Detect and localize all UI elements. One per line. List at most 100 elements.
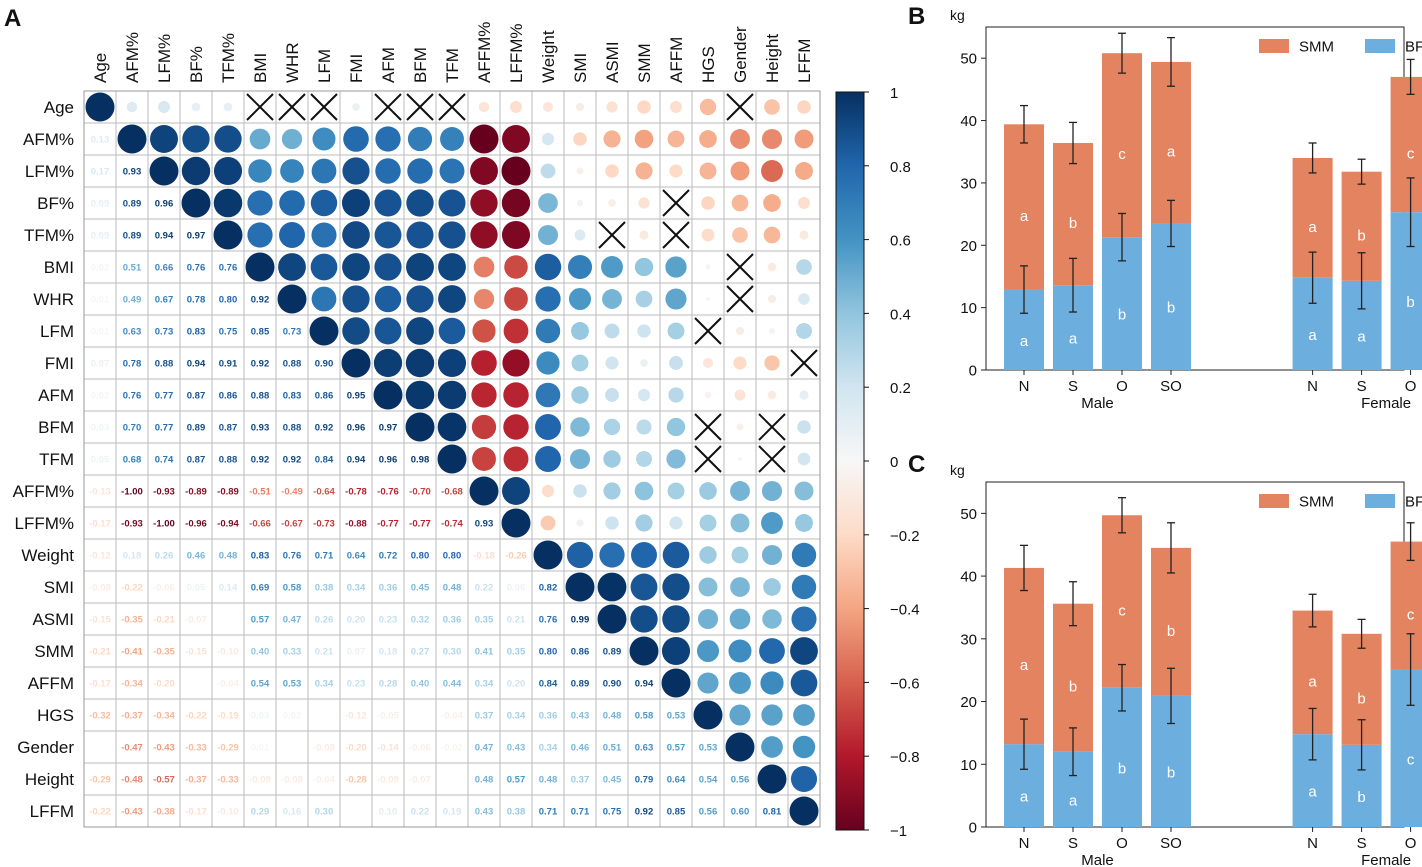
correlation-label: 0.03 [251,711,270,722]
x-tick-label: N [1019,835,1030,852]
correlation-label: -0.94 [217,519,239,530]
matrix-cell [243,730,277,764]
correlation-circle [469,476,499,506]
matrix-cell [243,634,277,668]
correlation-label: 0.03 [91,423,110,434]
correlation-circle [795,162,813,180]
correlation-label: 0.23 [379,615,398,626]
correlation-circle [697,672,719,694]
correlation-label: 0.63 [123,327,142,338]
legend-label-bfm: BFM [1405,39,1422,56]
matrix-cell [211,378,245,412]
correlation-circle [437,348,467,378]
correlation-circle [601,256,623,278]
bar-smm [1390,541,1422,670]
matrix-cell [243,474,277,508]
column-label: Age [91,53,110,83]
correlation-circle [438,189,466,217]
correlation-label: 0.78 [123,359,142,370]
correlation-label: 0.02 [91,391,110,402]
correlation-label: 0.07 [347,647,366,658]
colorbar-tick-label: 0.2 [890,380,911,397]
correlation-circle [763,578,781,596]
correlation-circle [182,125,210,153]
matrix-cell [147,698,181,732]
correlation-label: 0.98 [411,455,430,466]
smm-letter: c [1407,146,1415,163]
row-label: SMM [34,642,74,661]
column-label: WHR [283,42,302,83]
matrix-cell [115,154,149,188]
correlation-circle [699,98,717,116]
correlation-circle [761,704,783,726]
x-tick-label: O [1116,378,1128,395]
x-tick-label: N [1019,378,1030,395]
correlation-label: 0.77 [155,391,174,402]
correlation-circle [470,221,498,249]
correlation-label: 0.37 [475,711,494,722]
correlation-circle [731,546,749,564]
correlation-label: 0.49 [123,295,142,306]
correlation-label: -0.48 [121,775,143,786]
correlation-label: 0.87 [219,423,238,434]
correlation-label: -0.21 [89,647,111,658]
colorbar-tick-label: −0.4 [890,602,920,619]
colorbar: 1 0.8 0.6 0.4 0.2 0 −0.2 −0.4 −0.6 −0.8 −1 [835,85,920,840]
correlation-circle [405,412,435,442]
correlation-circle [737,456,743,462]
correlation-circle [542,101,554,113]
matrix-cell [275,794,309,828]
matrix-cell [467,634,501,668]
correlation-label: 0.32 [411,615,430,626]
column-label: TFM [443,48,462,83]
column-label: LFFM [795,39,814,83]
smm-letter: c [1407,607,1415,624]
correlation-circle [150,125,178,153]
bfm-letter: a [1069,792,1078,809]
correlation-circle [214,125,242,153]
matrix-cell [115,474,149,508]
correlation-label: -1.00 [153,519,175,530]
correlation-label: -0.66 [249,519,271,530]
matrix-cell [339,730,373,764]
correlation-label: -0.29 [89,775,111,786]
correlation-label: 0.58 [635,711,654,722]
correlation-circle [764,99,780,115]
correlation-circle [762,609,782,629]
correlation-label: 0.01 [91,327,110,338]
correlation-circle [249,128,271,150]
correlation-circle [699,162,717,180]
correlation-circle [510,101,522,113]
correlation-circle [568,287,592,311]
correlation-label: -0.32 [89,711,111,722]
legend-label-smm: SMM [1299,494,1334,511]
column-label: Gender [731,26,750,83]
correlation-label: 0.84 [315,455,334,466]
correlation-label: 0.02 [91,263,110,274]
correlation-label: 0.78 [187,295,206,306]
column-label: LFM [315,49,334,83]
correlation-label: -0.21 [153,615,175,626]
correlation-circle [504,255,528,279]
correlation-circle [245,252,275,282]
correlation-label: -0.74 [441,519,463,530]
correlation-circle [767,390,777,400]
matrix-frame [83,90,821,828]
correlation-label: 0.88 [219,455,238,466]
correlation-label: 0.06 [507,583,526,594]
x-tick-label: SO [1160,378,1182,395]
correlation-label: 0.83 [283,391,302,402]
matrix-cell [307,666,341,700]
correlation-circle [798,293,810,305]
y-tick-label: 10 [960,757,977,774]
matrix-cell [211,538,245,572]
correlation-label: 0.83 [187,327,206,338]
bfm-letter: b [1406,294,1414,311]
correlation-circle [248,159,272,183]
correlation-label: 0.85 [667,807,686,818]
correlation-label: 0.22 [475,583,494,594]
correlation-circle [540,163,556,179]
correlation-label: -0.64 [313,487,335,498]
matrix-cell [83,314,117,348]
correlation-circle [730,161,750,181]
